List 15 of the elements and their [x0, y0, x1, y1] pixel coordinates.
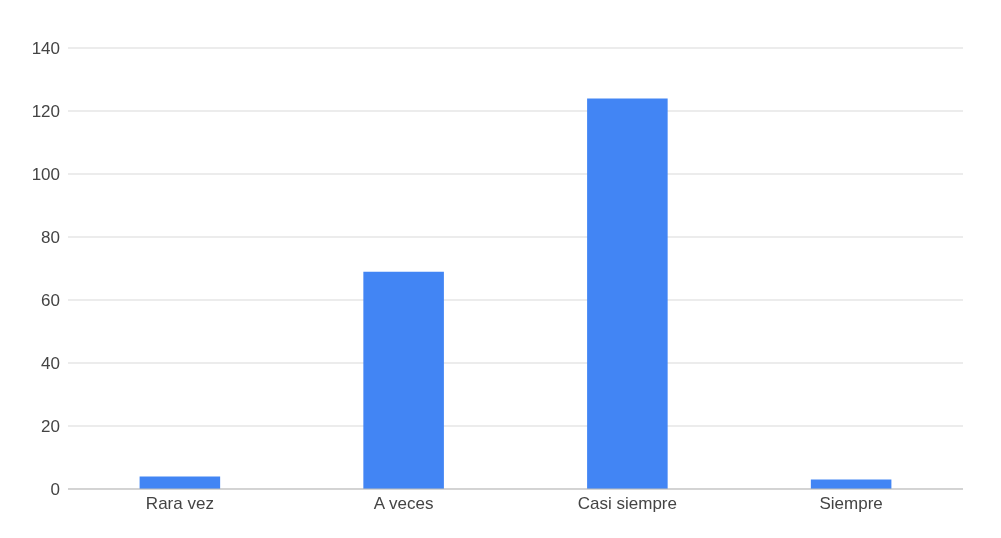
y-tick-label: 0 [50, 480, 60, 500]
y-tick-label: 80 [41, 228, 60, 248]
x-tick-label: Rara vez [145, 494, 214, 514]
y-tick-label: 20 [41, 417, 60, 437]
x-tick-label: Casi siempre [577, 494, 677, 514]
bar [363, 271, 444, 489]
bar [587, 98, 668, 489]
y-tick-label: 100 [31, 165, 60, 185]
y-tick-label: 120 [31, 102, 60, 122]
bar [139, 476, 221, 489]
x-tick-label: Siempre [819, 494, 883, 514]
y-tick-label: 140 [31, 39, 60, 59]
y-tick-label: 40 [41, 354, 60, 374]
x-tick-label: A veces [373, 494, 434, 514]
y-tick-label: 60 [41, 291, 60, 311]
